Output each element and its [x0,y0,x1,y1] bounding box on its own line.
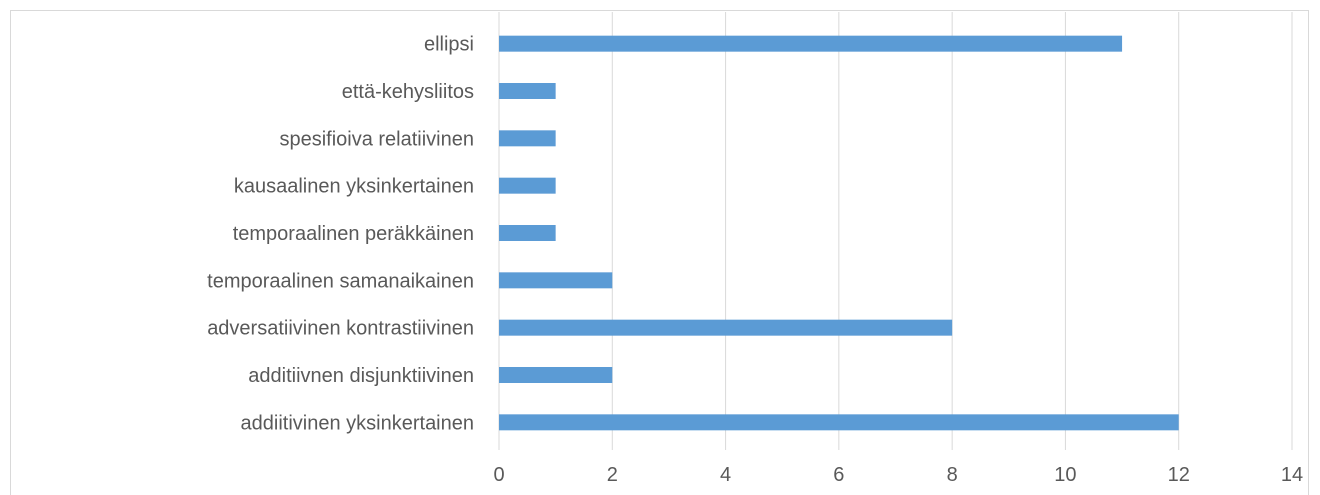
category-label: temporaalinen samanaikainen [207,270,474,292]
bar [499,177,556,194]
x-tick-label: 4 [720,464,731,486]
category-label: että-kehysliitos [342,81,474,103]
x-tick-label: 2 [607,464,618,486]
bar [499,35,1123,52]
bar [499,130,556,147]
bar [499,83,556,99]
x-tick-label: 14 [1281,464,1303,486]
bar [499,414,1179,431]
chart-frame [10,10,1309,495]
bar [499,272,613,289]
category-label: additiivnen disjunktiivinen [248,365,474,387]
bar [499,225,556,241]
x-tick-label: 10 [1054,464,1076,486]
x-tick-label: 0 [493,464,504,486]
category-label: ellipsi [424,34,474,56]
category-label: spesifioiva relatiivinen [279,128,474,150]
x-tick-label: 8 [947,464,958,486]
category-label: kausaalinen yksinkertainen [234,176,474,198]
category-label: temporaalinen peräkkäinen [233,223,474,245]
category-label: adversatiivinen kontrastiivinen [207,318,474,340]
bar [499,319,953,336]
bar [499,367,613,383]
x-tick-label: 12 [1168,464,1190,486]
category-label: addiitivinen yksinkertainen [241,412,474,434]
x-tick-label: 6 [833,464,844,486]
